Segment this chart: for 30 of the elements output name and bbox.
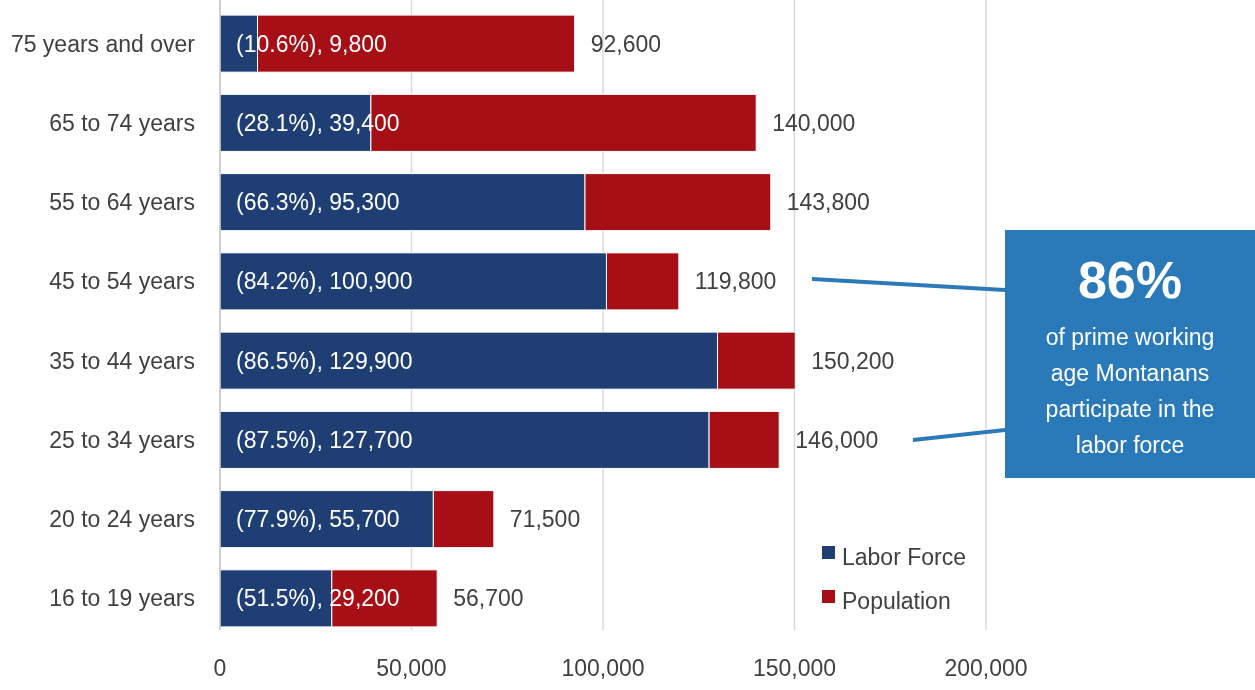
total-label: 92,600: [590, 30, 662, 57]
data-label: (84.2%), 100,900: [236, 268, 413, 295]
x-tick-label: 200,000: [944, 655, 1028, 681]
x-tick-label: 100,000: [561, 655, 645, 681]
x-tick-label: 0: [213, 655, 227, 681]
y-tick-label: 55 to 64 years: [49, 189, 195, 216]
x-tick-label: 150,000: [752, 655, 837, 681]
data-label: (77.9%), 55,700: [236, 506, 400, 533]
total-label: 143,800: [786, 189, 870, 216]
total-label: 146,000: [795, 426, 879, 453]
text: of prime working age Montanans participate in the labor force: [1045, 324, 1215, 458]
legend-label: Labor Force: [842, 544, 967, 571]
data-label: (66.3%), 95,300: [236, 189, 400, 216]
y-tick-label: 25 to 34 years: [49, 426, 195, 453]
y-tick-label: 65 to 74 years: [49, 109, 195, 136]
y-tick-label: 35 to 44 years: [49, 347, 195, 374]
y-tick-label: 45 to 54 years: [49, 268, 195, 295]
total-label: 71,500: [509, 506, 581, 533]
legend-label: Population: [842, 588, 951, 615]
y-tick-label: 16 to 19 years: [49, 585, 195, 612]
x-tick-label: 50,000: [376, 655, 447, 681]
total-label: 140,000: [772, 109, 856, 136]
total-label: 56,700: [453, 585, 524, 612]
total-label: 119,800: [694, 268, 777, 295]
y-tick-label: 20 to 24 years: [49, 506, 195, 533]
total-label: 150,200: [811, 347, 895, 374]
y-tick-label: 75 years and over: [10, 30, 196, 57]
text: 86%: [1077, 251, 1183, 309]
data-label: (87.5%), 127,700: [236, 426, 413, 453]
data-label: (86.5%), 129,900: [236, 347, 413, 374]
